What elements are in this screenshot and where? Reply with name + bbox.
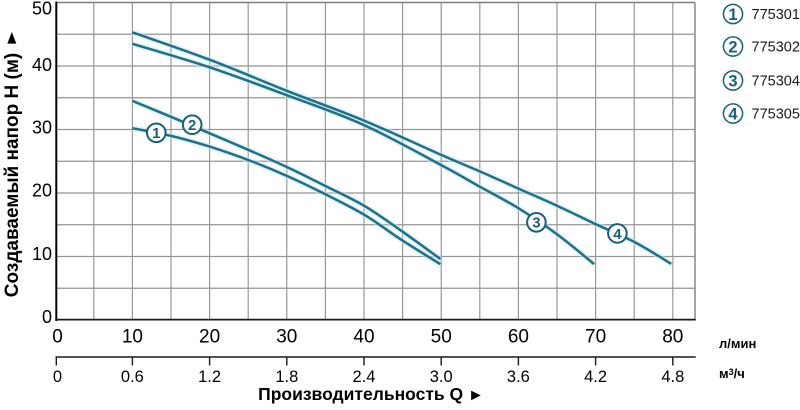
- svg-text:4: 4: [613, 226, 622, 243]
- svg-text:л/мин: л/мин: [719, 336, 756, 351]
- svg-text:Производительность Q ►: Производительность Q ►: [258, 384, 484, 404]
- svg-text:775301: 775301: [752, 7, 800, 23]
- svg-text:1.8: 1.8: [275, 368, 298, 386]
- svg-text:40: 40: [353, 327, 374, 348]
- svg-text:2.4: 2.4: [353, 368, 376, 386]
- svg-text:80: 80: [662, 327, 683, 348]
- svg-text:3: 3: [728, 72, 737, 90]
- svg-text:3.0: 3.0: [430, 368, 453, 386]
- svg-text:775305: 775305: [752, 107, 800, 123]
- svg-text:10: 10: [32, 244, 52, 264]
- svg-text:2: 2: [188, 117, 196, 134]
- svg-text:60: 60: [508, 327, 529, 348]
- svg-text:20: 20: [32, 181, 52, 201]
- svg-text:0: 0: [52, 327, 63, 348]
- svg-text:30: 30: [32, 118, 52, 138]
- svg-text:м3/ч: м3/ч: [719, 366, 745, 381]
- svg-text:1: 1: [152, 125, 160, 142]
- svg-text:30: 30: [276, 327, 297, 348]
- svg-text:Создаваемый напор H (м): Создаваемый напор H (м): [2, 53, 23, 297]
- svg-text:2: 2: [728, 38, 737, 56]
- svg-text:4.2: 4.2: [584, 368, 607, 386]
- svg-text:0: 0: [42, 307, 52, 327]
- svg-text:10: 10: [122, 327, 143, 348]
- svg-text:50: 50: [431, 327, 452, 348]
- svg-text:40: 40: [32, 55, 52, 75]
- svg-text:0: 0: [53, 368, 62, 386]
- svg-text:4.8: 4.8: [661, 368, 684, 386]
- svg-text:50: 50: [32, 0, 52, 19]
- svg-text:1.2: 1.2: [198, 368, 221, 386]
- svg-text:0.6: 0.6: [121, 368, 144, 386]
- svg-text:3.6: 3.6: [507, 368, 530, 386]
- svg-text:4: 4: [728, 105, 738, 123]
- svg-text:1: 1: [728, 6, 737, 24]
- svg-text:775304: 775304: [752, 74, 800, 90]
- svg-text:3: 3: [532, 215, 540, 232]
- svg-text:20: 20: [199, 327, 220, 348]
- svg-text:775302: 775302: [752, 40, 800, 56]
- svg-text:70: 70: [585, 327, 606, 348]
